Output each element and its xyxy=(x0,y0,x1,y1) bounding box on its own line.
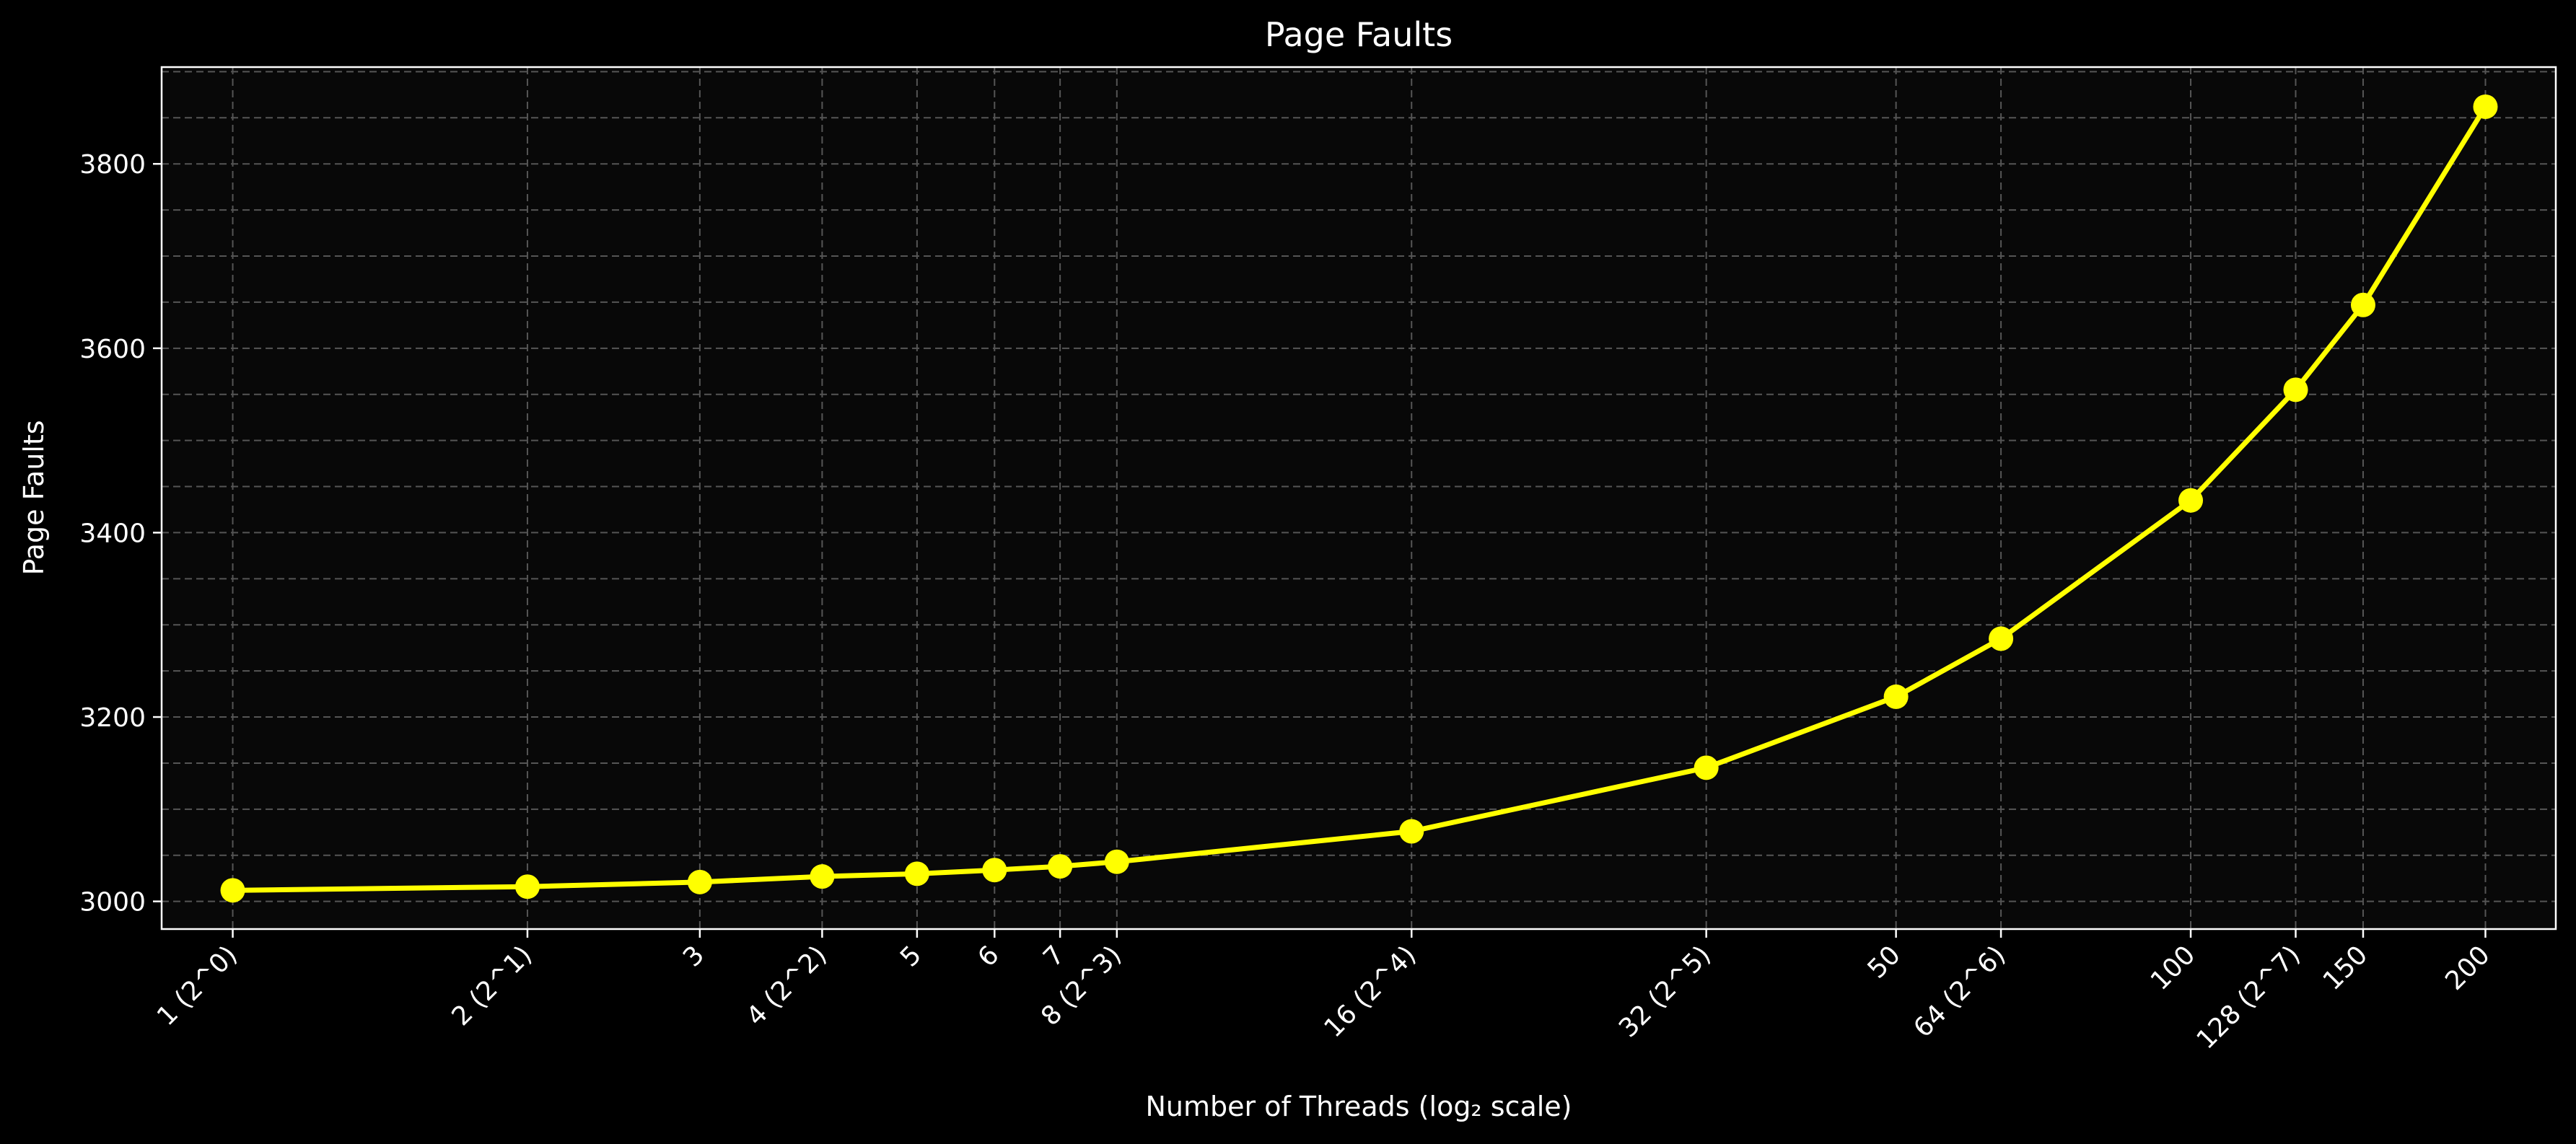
data-point xyxy=(1989,626,2014,651)
x-axis-label: Number of Threads (log₂ scale) xyxy=(1146,1091,1572,1122)
y-tick-label: 3400 xyxy=(79,519,146,548)
grid-lines xyxy=(162,67,2556,929)
data-point xyxy=(514,874,540,899)
plot-frame xyxy=(160,66,2557,930)
y-tick-label: 3600 xyxy=(79,335,146,364)
data-point xyxy=(2473,94,2498,119)
y-axis-label: Page Faults xyxy=(18,420,50,575)
data-point xyxy=(1048,854,1073,879)
data-point xyxy=(1883,684,1909,709)
data-point xyxy=(687,869,712,894)
y-axis-ticks: 3000 3200 3400 3600 3800 xyxy=(79,150,162,918)
data-point xyxy=(2178,488,2204,513)
series-line xyxy=(232,105,2488,893)
data-point xyxy=(220,878,245,903)
data-point xyxy=(982,858,1007,883)
plot-area xyxy=(162,67,2556,929)
chart-title: Page Faults xyxy=(1265,15,1453,54)
data-point xyxy=(1104,849,1129,874)
data-points xyxy=(220,94,2498,903)
data-point xyxy=(1694,755,1719,780)
data-point xyxy=(2350,292,2375,317)
data-point xyxy=(810,864,835,889)
y-tick-label: 3000 xyxy=(79,888,146,918)
y-tick-label: 3800 xyxy=(79,150,146,180)
data-point xyxy=(904,861,929,886)
y-tick-label: 3200 xyxy=(79,703,146,733)
data-point xyxy=(2283,377,2308,402)
data-point xyxy=(1399,819,1424,844)
